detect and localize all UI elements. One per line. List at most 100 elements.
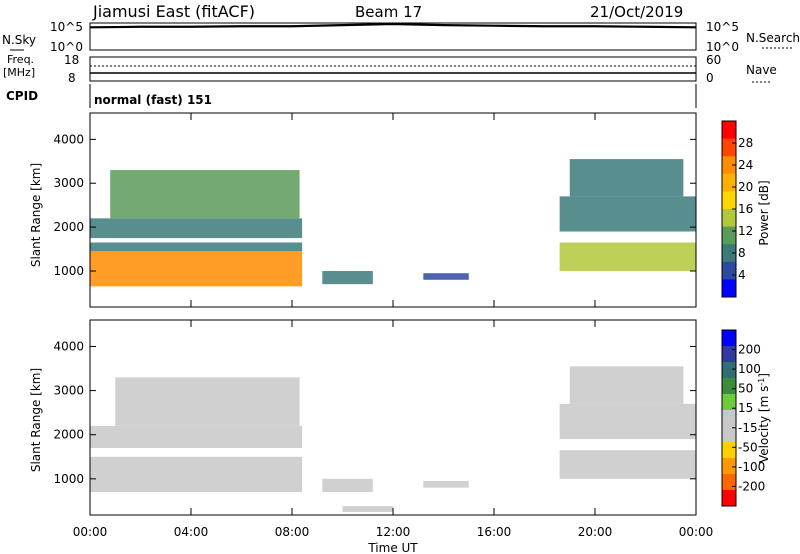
colorbar-tick-label: 100 xyxy=(738,362,761,376)
colorbar-tick-label: 16 xyxy=(738,202,753,216)
freq-panel-frame xyxy=(89,56,697,82)
velocity-echo-region xyxy=(322,478,373,493)
y-tick-label: 1000 xyxy=(53,264,84,278)
colorbar-swatch xyxy=(722,261,736,280)
colorbar-tick-label: 15 xyxy=(738,401,753,415)
velocity-echo-region xyxy=(423,481,469,488)
colorbar-swatch xyxy=(722,490,736,507)
colorbar-swatch xyxy=(722,191,736,210)
colorbar-swatch xyxy=(722,426,736,443)
cpid-label: CPID xyxy=(6,89,38,103)
colorbar-tick-label: 20 xyxy=(738,180,753,194)
power-echo-region xyxy=(110,170,300,219)
colorbar-tick-label: 4 xyxy=(738,268,746,282)
cpid-text: normal (fast) 151 xyxy=(94,93,212,107)
nsky-left-tick-top: 10^5 xyxy=(50,20,83,34)
colorbar-swatch xyxy=(722,226,736,245)
velocity-y-ticks: 1000 2000 3000 4000 xyxy=(53,339,696,486)
colorbar-tick-label: -50 xyxy=(738,440,758,454)
colorbar-swatch xyxy=(722,173,736,192)
colorbar-swatch xyxy=(722,244,736,263)
y-tick-label: 3000 xyxy=(53,384,84,398)
x-tick-label: 20:00 xyxy=(578,525,613,539)
velocity-colorbar: 200 100 50 15 -15 -50 -100 -200 xyxy=(721,329,765,507)
power-echo-region xyxy=(90,218,303,239)
x-tick-label: 00:00 xyxy=(679,525,714,539)
nsky-left-tick-bottom: 10^0 xyxy=(50,40,83,54)
y-tick-label: 2000 xyxy=(53,428,84,442)
power-y-ticks: 1000 2000 3000 4000 xyxy=(53,132,696,278)
power-echo-region xyxy=(90,251,303,287)
velocity-echo-region xyxy=(90,456,303,493)
power-echo-region xyxy=(90,242,303,252)
velocity-echo-region xyxy=(559,450,696,479)
power-heatmap xyxy=(90,159,696,287)
nsky-right-tick-top: 10^5 xyxy=(706,20,739,34)
colorbar-tick-label: 8 xyxy=(738,246,746,260)
velocity-echo-region xyxy=(115,377,300,426)
colorbar-swatch xyxy=(722,279,736,298)
colorbar-swatch xyxy=(722,121,736,140)
y-tick-label: 2000 xyxy=(53,220,84,234)
date-label: 21/Oct/2019 xyxy=(590,3,683,21)
nsky-right-tick-bottom: 10^0 xyxy=(706,40,739,54)
colorbar-tick-label: 50 xyxy=(738,382,753,396)
x-axis-ticks: 00:00 04:00 08:00 12:00 16:00 20:00 00:00 xyxy=(73,113,714,539)
x-tick-label: 00:00 xyxy=(73,525,108,539)
y-tick-label: 4000 xyxy=(53,339,84,353)
colorbar-tick-label: -200 xyxy=(738,479,765,493)
freq-right-tick-bottom: 0 xyxy=(706,71,714,85)
power-echo-region xyxy=(559,242,696,272)
nave-label: Nave xyxy=(746,63,777,77)
velocity-heatmap xyxy=(90,366,696,512)
velocity-y-axis-label: Slant Range [km] xyxy=(29,368,43,472)
x-tick-label: 12:00 xyxy=(376,525,411,539)
y-tick-label: 1000 xyxy=(53,472,84,486)
colorbar-swatch xyxy=(722,442,736,459)
x-tick-label: 08:00 xyxy=(275,525,310,539)
colorbar-tick-label: -15 xyxy=(738,421,758,435)
velocity-echo-region xyxy=(569,366,684,404)
freq-left-label: Freq. xyxy=(7,53,34,66)
colorbar-swatch xyxy=(722,378,736,395)
colorbar-frame xyxy=(721,329,737,507)
colorbar-swatch xyxy=(722,394,736,411)
power-colorbar: 28 24 20 16 12 8 4 xyxy=(721,120,753,298)
colorbar-swatch xyxy=(722,156,736,175)
colorbar-swatch xyxy=(722,474,736,491)
freq-left-units: [MHz] xyxy=(3,66,35,79)
power-colorbar-label: Power [dB] xyxy=(757,180,771,245)
colorbar-swatch xyxy=(722,362,736,379)
velocity-colorbar-label: Velocity [m s-1] xyxy=(757,373,772,463)
colorbar-tick-label: 28 xyxy=(738,136,753,150)
x-axis-label: Time UT xyxy=(367,541,418,554)
freq-left-tick-top: 18 xyxy=(64,53,79,67)
nsky-line-series xyxy=(89,22,697,29)
velocity-echo-region xyxy=(559,403,696,440)
colorbar-tick-label: 200 xyxy=(738,343,761,357)
colorbar-tick-label: 24 xyxy=(738,158,753,172)
y-tick-label: 4000 xyxy=(53,132,84,146)
colorbar-tick-label: 12 xyxy=(738,224,753,238)
freq-right-tick-top: 60 xyxy=(706,53,721,67)
freq-left-tick-bottom: 8 xyxy=(68,71,76,85)
colorbar-swatch xyxy=(722,138,736,157)
power-echo-region xyxy=(423,273,469,280)
y-tick-label: 3000 xyxy=(53,176,84,190)
power-echo-region xyxy=(559,196,696,232)
power-echo-region xyxy=(569,159,684,197)
power-echo-region xyxy=(322,271,373,285)
colorbar-swatch xyxy=(722,330,736,347)
colorbar-swatch xyxy=(722,410,736,427)
colorbar-swatch xyxy=(722,346,736,363)
plot-title: Jiamusi East (fitACF) xyxy=(92,2,255,21)
velocity-echo-region xyxy=(342,506,393,512)
colorbar-swatch xyxy=(722,458,736,475)
colorbar-tick-label: -100 xyxy=(738,460,765,474)
x-tick-label: 16:00 xyxy=(477,525,512,539)
velocity-echo-region xyxy=(90,425,303,448)
x-tick-label: 04:00 xyxy=(174,525,209,539)
beam-label: Beam 17 xyxy=(355,3,422,21)
nsky-left-label: N.Sky xyxy=(2,33,36,47)
